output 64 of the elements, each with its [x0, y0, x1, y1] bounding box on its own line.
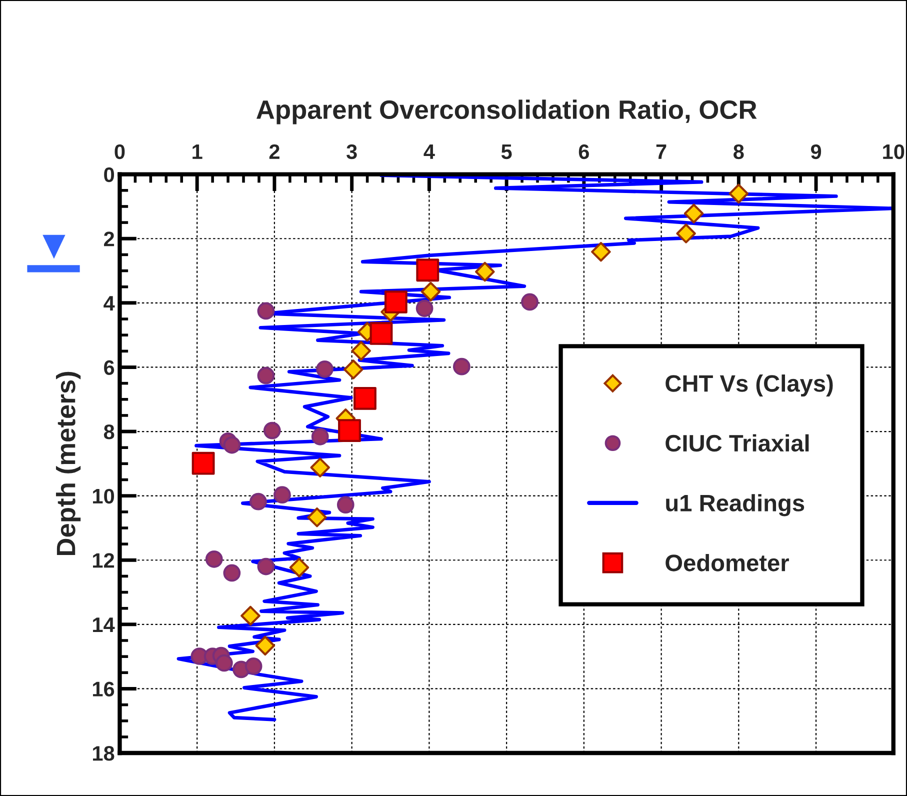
point — [310, 458, 330, 478]
point — [591, 242, 611, 262]
x-axis-title: Apparent Overconsolidation Ratio, OCR — [256, 100, 757, 124]
y-tick-label: 10 — [93, 488, 114, 504]
legend-label: Oedometer — [666, 554, 789, 572]
point — [257, 558, 275, 576]
x-tick-label: 6 — [578, 144, 589, 160]
point — [244, 658, 262, 675]
point — [215, 654, 233, 672]
point — [240, 606, 260, 626]
x-tick-label: 10 — [883, 144, 904, 160]
point — [192, 452, 215, 475]
point — [416, 258, 440, 282]
y-tick-label: 16 — [93, 682, 114, 696]
y-tick-label: 0 — [104, 167, 114, 182]
legend-label: CHT Vs (Clays) — [666, 374, 833, 397]
legend-label: CIUC Triaxial — [666, 434, 809, 452]
y-tick-label: 4 — [104, 296, 115, 310]
line-series — [176, 174, 894, 722]
point — [351, 340, 371, 361]
point — [521, 293, 538, 311]
point — [420, 282, 441, 302]
x-tick-label: 8 — [734, 144, 744, 160]
x-tick-label: 0 — [114, 144, 125, 160]
y-tick-label: 12 — [93, 553, 114, 568]
point — [316, 360, 334, 378]
point — [223, 564, 241, 582]
point — [205, 550, 223, 568]
point — [257, 366, 275, 384]
point — [255, 636, 276, 656]
point — [370, 322, 393, 345]
x-tick-label: 5 — [501, 144, 512, 160]
x-tick-label: 3 — [346, 144, 357, 160]
point — [311, 428, 329, 446]
point — [416, 300, 434, 318]
point — [453, 358, 470, 376]
point — [475, 262, 495, 282]
point — [336, 496, 354, 514]
point — [223, 436, 241, 454]
point — [263, 422, 281, 440]
y-tick-label: 8 — [104, 424, 114, 440]
y-tick-label: 6 — [104, 360, 114, 375]
point — [728, 184, 749, 204]
x-tick-label: 2 — [269, 144, 280, 159]
y-tick-label: 18 — [93, 746, 114, 761]
y-tick-label: 2 — [104, 232, 114, 246]
point — [684, 204, 704, 224]
point — [307, 507, 327, 528]
point — [343, 360, 364, 380]
point — [676, 224, 696, 244]
point — [354, 386, 376, 410]
x-tick-label: 1 — [192, 144, 202, 159]
x-tick-label: 9 — [810, 144, 822, 160]
point — [384, 290, 408, 314]
x-tick-label: 7 — [656, 144, 666, 159]
point — [338, 419, 361, 442]
point — [289, 558, 310, 578]
point — [257, 302, 275, 320]
legend-label: u1 Readings — [666, 494, 804, 516]
point — [250, 492, 267, 510]
y-tick-label: 14 — [93, 618, 115, 632]
y-axis-title: Depth (meters) — [56, 372, 81, 556]
x-tick-label: 4 — [424, 144, 435, 159]
point — [274, 486, 291, 504]
